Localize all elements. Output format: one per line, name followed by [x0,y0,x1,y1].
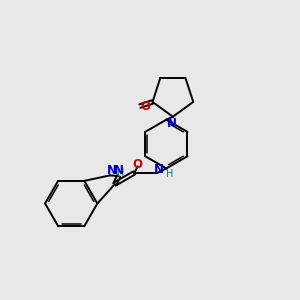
Text: O: O [140,100,150,112]
Text: O: O [133,158,143,170]
Text: N: N [167,117,176,130]
Text: H: H [117,168,124,178]
Text: N: N [154,164,164,176]
Text: H: H [166,169,174,179]
Text: N: N [106,164,116,177]
Text: N: N [114,164,124,177]
